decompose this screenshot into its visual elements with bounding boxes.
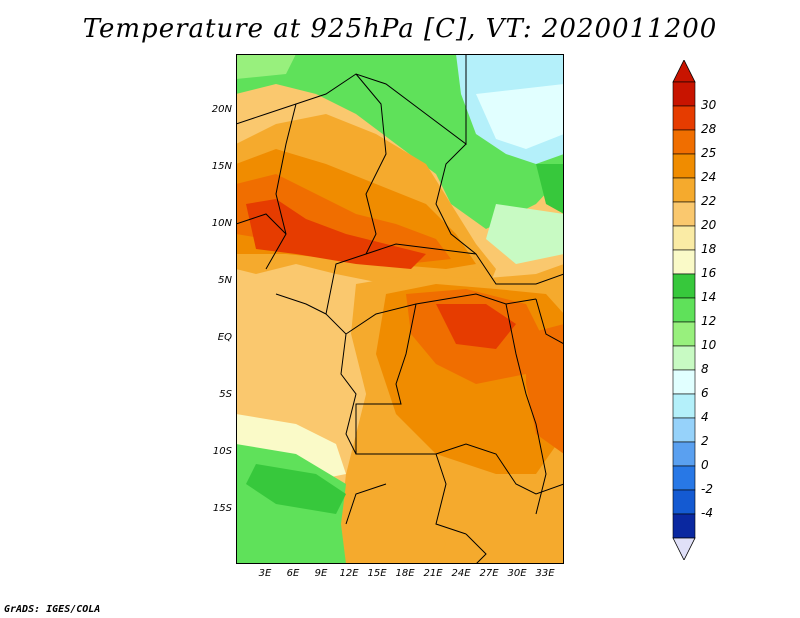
colorbar: [672, 60, 696, 560]
map-title: Temperature at 925hPa [C], VT: 202001120…: [82, 14, 718, 44]
colorbar-label: 30: [701, 98, 717, 112]
colorbar-swatch: [672, 369, 696, 395]
colorbar-label: 12: [701, 314, 717, 328]
colorbar-swatch: [672, 273, 696, 299]
lon-label: 15E: [367, 568, 387, 579]
lon-label: 12E: [339, 568, 359, 579]
colorbar-swatch: [672, 393, 696, 419]
colorbar-label: 6: [701, 386, 709, 400]
lon-label: 21E: [423, 568, 443, 579]
colorbar-label: 8: [701, 362, 709, 376]
colorbar-swatch: [672, 321, 696, 347]
lat-label: 10S: [212, 446, 232, 457]
lat-label: EQ: [217, 332, 232, 343]
lon-label: 33E: [535, 568, 555, 579]
lon-label: 18E: [395, 568, 415, 579]
lon-label: 27E: [479, 568, 499, 579]
lon-label: 9E: [314, 568, 328, 579]
colorbar-label: 24: [701, 170, 717, 184]
lat-label: 5N: [218, 275, 232, 286]
colorbar-label: 16: [701, 266, 717, 280]
colorbar-swatch: [672, 225, 696, 251]
colorbar-swatch: [672, 513, 696, 539]
colorbar-swatch: [672, 201, 696, 227]
lon-label: 24E: [451, 568, 471, 579]
temperature-map: [236, 54, 564, 564]
colorbar-swatch: [672, 81, 696, 107]
colorbar-swatch: [672, 297, 696, 323]
map-panel: 20N 15N 10N 5N EQ 5S 10S 15S 3E 6E 9E 12…: [212, 54, 564, 579]
colorbar-swatch: [672, 153, 696, 179]
colorbar-swatch: [672, 489, 696, 515]
colorbar-swatch: [672, 345, 696, 371]
colorbar-label: 10: [701, 338, 717, 352]
map-frame: [236, 54, 564, 564]
colorbar-label: 28: [701, 122, 717, 136]
lat-label: 10N: [211, 218, 232, 229]
colorbar-label: -4: [701, 506, 713, 520]
colorbar-swatch: [672, 105, 696, 131]
lon-label: 6E: [286, 568, 300, 579]
colorbar-swatch: [672, 177, 696, 203]
colorbar-label: 20: [701, 218, 717, 232]
lon-label: 3E: [258, 568, 272, 579]
colorbar-arrow-top: [672, 60, 696, 83]
colorbar-swatch: [672, 249, 696, 275]
lon-label: 30E: [507, 568, 527, 579]
colorbar-swatch: [672, 129, 696, 155]
colorbar-label: 2: [701, 434, 709, 448]
colorbar-label: 14: [701, 290, 717, 304]
country-borders: [236, 54, 564, 564]
colorbar-label: 22: [701, 194, 717, 208]
lat-label: 20N: [211, 104, 232, 115]
colorbar-label: 0: [701, 458, 709, 472]
colorbar-swatch: [672, 441, 696, 467]
colorbar-swatch: [672, 417, 696, 443]
colorbar-label: 18: [701, 242, 717, 256]
colorbar-arrow-bottom: [672, 537, 696, 560]
colorbar-label: 4: [701, 410, 709, 424]
lat-label: 5S: [219, 389, 232, 400]
colorbar-label: -2: [701, 482, 713, 496]
lat-label: 15S: [212, 503, 232, 514]
lat-label: 15N: [211, 161, 232, 172]
colorbar-swatch: [672, 465, 696, 491]
colorbar-label: 25: [701, 146, 717, 160]
grads-credit: GrADS: IGES/COLA: [4, 604, 101, 615]
